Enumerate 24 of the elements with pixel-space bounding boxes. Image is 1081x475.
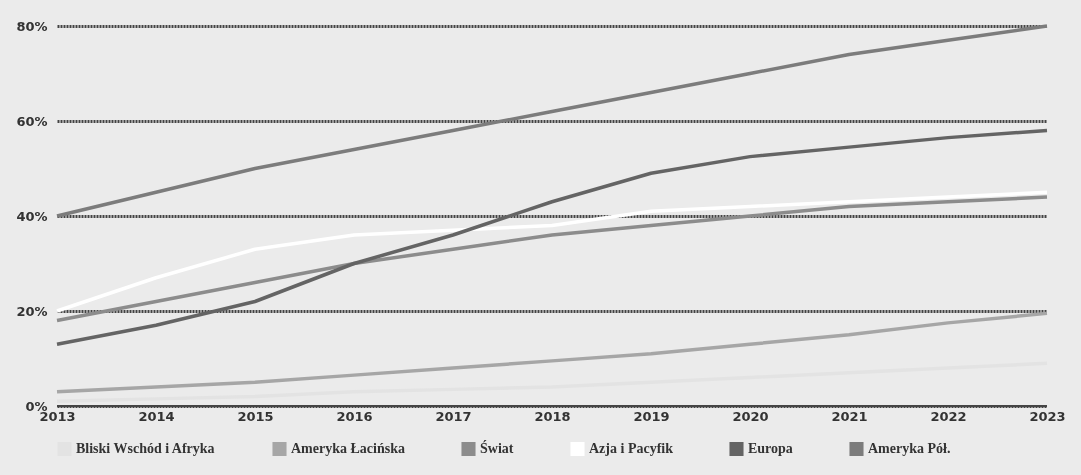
line-series [55,361,1049,403]
legend-label: Europa [748,440,793,456]
x-tick-label: 2016 [336,408,373,424]
y-tick-label: 20% [16,303,48,319]
x-tick-label: 2020 [732,408,769,424]
y-tick-label: 40% [16,208,48,224]
legend-label: Ameryka Łacińska [291,440,405,456]
legend-label: Ameryka Pół. [868,440,951,456]
x-tick-label: 2014 [138,408,175,424]
x-tick-label: 2015 [237,408,274,424]
x-tick-label: 2019 [633,408,670,424]
line-series [55,24,1049,218]
legend-label: Azja i Pacyfik [589,440,674,456]
x-tick-label: 2021 [831,408,868,424]
x-tick-label: 2017 [435,408,472,424]
line-series [55,128,1049,346]
legend-label: Świat [480,439,514,456]
y-tick-label: 80% [16,18,48,34]
legend-label: Bliski Wschód i Afryka [76,440,215,456]
y-tick-label: 60% [16,113,48,129]
x-tick-label: 2022 [930,408,967,424]
x-tick-label: 2023 [1029,408,1066,424]
x-tick-label: 2018 [534,408,571,424]
line-series [55,311,1049,394]
